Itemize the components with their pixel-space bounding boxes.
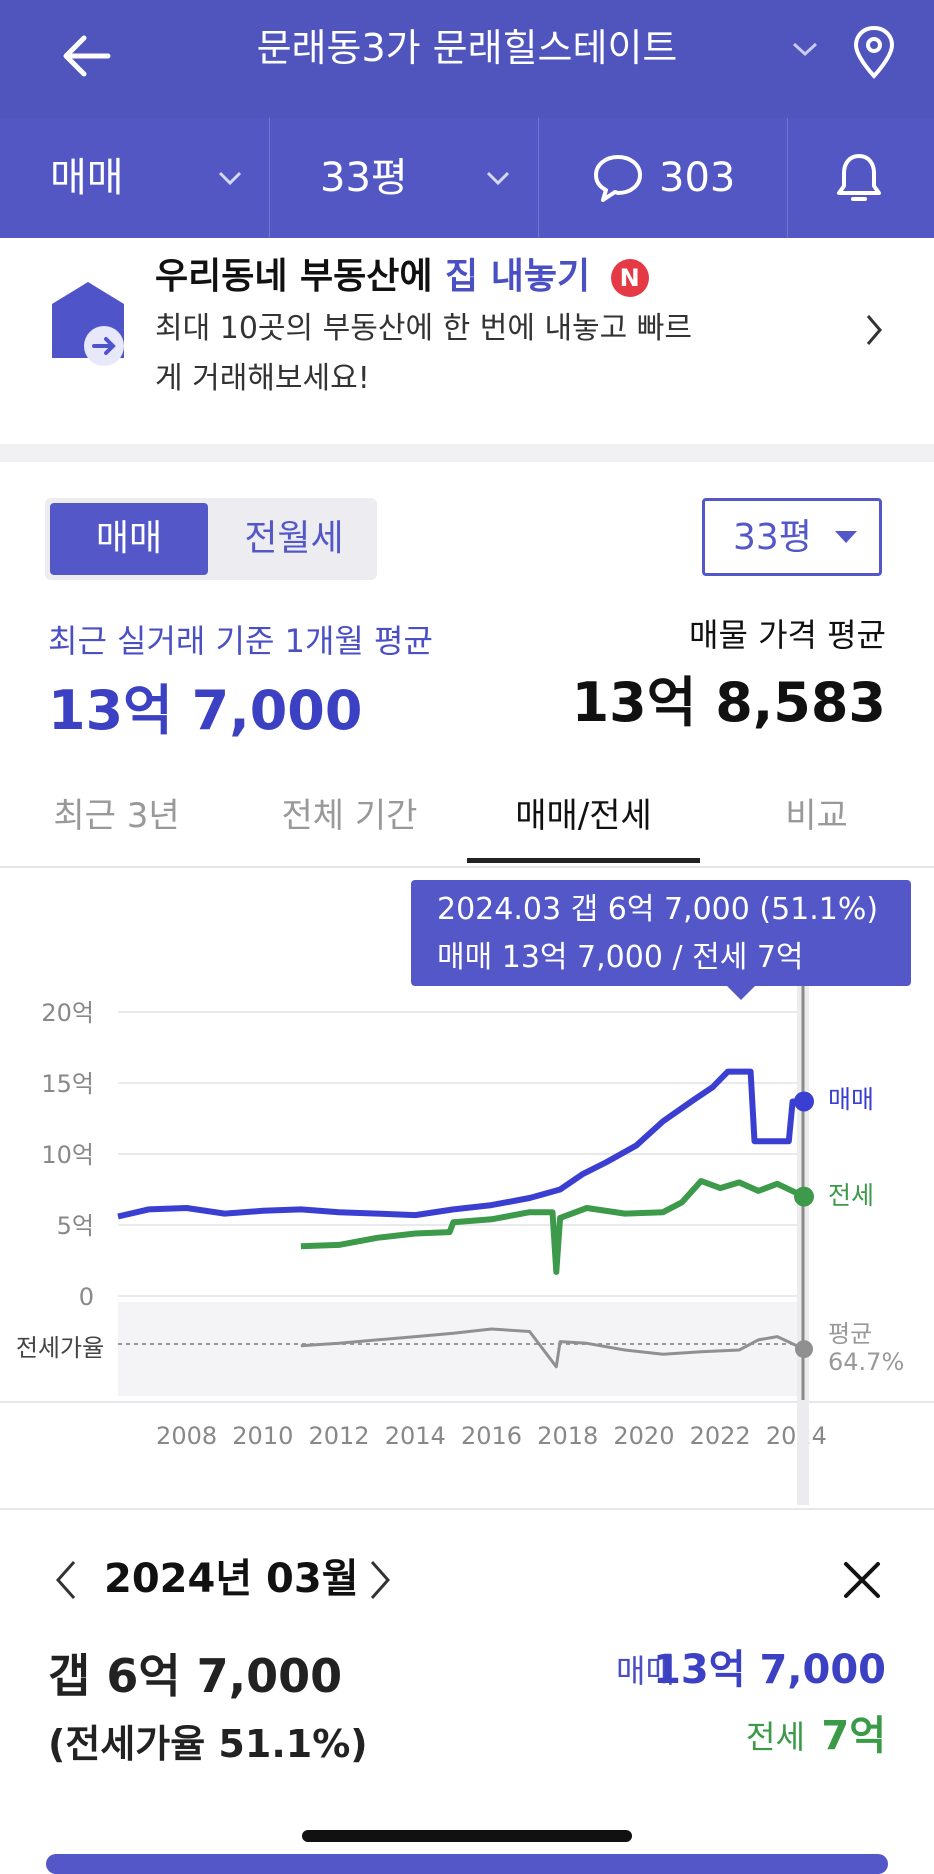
gap-value: 갭 6억 7,000 (48, 1649, 343, 1703)
ratio-band (118, 1302, 804, 1396)
trade-type-filter[interactable]: 매매 (0, 118, 270, 238)
y-tick-label: 10억 (41, 1141, 94, 1169)
recent-trade-label: 최근 실거래 기준 1개월 평균 (48, 622, 433, 660)
tooltip-line-1: 2024.03 갭 6억 7,000 (51.1%) (437, 892, 879, 927)
jeonse-series-label: 전세 (828, 1181, 874, 1210)
close-icon[interactable] (840, 1558, 884, 1602)
new-badge: N (610, 259, 649, 297)
sale-price-line-endpoint (794, 1091, 814, 1112)
chart-tooltip: 2024.03 갭 6억 7,000 (51.1%) 매매 13억 7,000 … (411, 880, 911, 1000)
x-tick-label: 2014 (385, 1422, 446, 1450)
y-tick-label: 15억 (41, 1070, 94, 1098)
sale-label: 매매 (616, 1652, 675, 1690)
caret-down-icon (835, 531, 857, 543)
detail-divider (0, 1508, 934, 1510)
tab-sale-jeonse[interactable]: 매매/전세 (515, 796, 652, 836)
filter-bar: 매매 33평 303 (0, 118, 934, 238)
size-dropdown-value: 33평 (733, 517, 812, 558)
bell-icon (837, 154, 881, 201)
chevron-down-icon (486, 171, 510, 186)
jeonse-value: 7억 (821, 1713, 886, 1759)
ratio-average-value: 64.7% (828, 1348, 904, 1376)
sale-series-label: 매매 (828, 1085, 874, 1114)
segment-sale[interactable]: 매매 (50, 503, 208, 575)
y-tick-label: 0 (79, 1283, 94, 1311)
house-arrow-icon (52, 282, 124, 366)
banner-headline-prefix: 우리동네 부동산에 (155, 256, 433, 297)
x-tick-label: 2022 (690, 1422, 751, 1450)
jeonse-label: 전세 (746, 1718, 805, 1756)
period-tabs: 최근 3년 전체 기간 매매/전세 비교 (0, 772, 934, 868)
listing-price-label: 매물 가격 평균 (689, 616, 886, 654)
banner-headline-accent: 집 내놓기 (445, 256, 591, 297)
map-pin-icon[interactable] (852, 24, 896, 80)
chevron-left-icon[interactable] (52, 1556, 80, 1604)
back-arrow-icon[interactable] (58, 28, 114, 84)
sale-price-line (117, 1068, 804, 1220)
sale-value: 13억 7,000 (653, 1647, 886, 1693)
banner-description: 최대 10곳의 부동산에 한 번에 내놓고 빠르게 거래해보세요! (155, 311, 692, 396)
tab-compare[interactable]: 비교 (785, 796, 848, 836)
tooltip-line-2: 매매 13억 7,000 / 전세 7억 (437, 940, 804, 975)
notification-button[interactable] (788, 118, 934, 238)
trade-type-label: 매매 (50, 155, 124, 201)
banner-headline: 우리동네 부동산에 집 내놓기 N (155, 250, 649, 304)
top-app-bar: 문래동3가 문래힐스테이트 (0, 0, 934, 118)
active-tab-indicator (467, 858, 700, 863)
x-tick-label: 2018 (537, 1422, 598, 1450)
y-tick-label: 5억 (57, 1212, 94, 1240)
size-filter[interactable]: 33평 (270, 118, 539, 238)
listing-price-value: 13억 8,583 (571, 671, 886, 734)
y-tick-label: 20억 (41, 999, 94, 1027)
section-divider (0, 444, 934, 462)
price-chart[interactable]: 20억 15억 10억 5억 0 2008 2010 2012 2014 2016 2018 202… (0, 870, 934, 1510)
chevron-down-icon[interactable] (790, 34, 820, 64)
bottom-cta-button[interactable] (46, 1854, 888, 1874)
size-filter-label: 33평 (320, 155, 408, 201)
home-indicator (302, 1830, 632, 1842)
selected-month: 2024년 03월 (104, 1556, 359, 1602)
x-tick-label: 2016 (461, 1422, 522, 1450)
x-tick-label: 2010 (232, 1422, 293, 1450)
page-title[interactable]: 문래동3가 문래힐스테이트 (256, 26, 678, 70)
x-tick-label: 2024 (766, 1422, 827, 1450)
chevron-right-icon[interactable] (366, 1556, 394, 1604)
tab-all-period[interactable]: 전체 기간 (281, 796, 418, 836)
segment-lease[interactable]: 전월세 (244, 518, 344, 559)
trade-type-toggle: 매매 전월세 (45, 498, 377, 580)
tooltip-pointer (727, 986, 755, 1000)
comments-button[interactable]: 303 (539, 118, 788, 238)
tab-recent-3y[interactable]: 최근 3년 (53, 796, 180, 836)
x-tick-label: 2012 (309, 1422, 370, 1450)
jeonse-ratio-line (300, 1327, 805, 1369)
x-tick-label: 2008 (156, 1422, 217, 1450)
comment-count: 303 (659, 155, 736, 201)
x-tick-label: 2020 (613, 1422, 674, 1450)
jeonse-price-line-endpoint (794, 1186, 814, 1207)
speech-bubble-icon (594, 155, 642, 202)
jeonse-ratio: (전세가율 51.1%) (48, 1722, 368, 1766)
jeonse-price-line (300, 1178, 806, 1275)
ratio-average-label: 평균 (828, 1320, 872, 1348)
chevron-right-icon (866, 315, 882, 345)
size-dropdown[interactable]: 33평 (702, 498, 882, 576)
jeonse-ratio-line-endpoint (795, 1340, 813, 1359)
chevron-down-icon (218, 171, 242, 186)
sell-listing-banner[interactable]: 우리동네 부동산에 집 내놓기 N 최대 10곳의 부동산에 한 번에 내놓고 … (0, 238, 934, 444)
recent-trade-value: 13억 7,000 (48, 679, 363, 742)
ratio-axis-label: 전세가율 (16, 1334, 104, 1362)
